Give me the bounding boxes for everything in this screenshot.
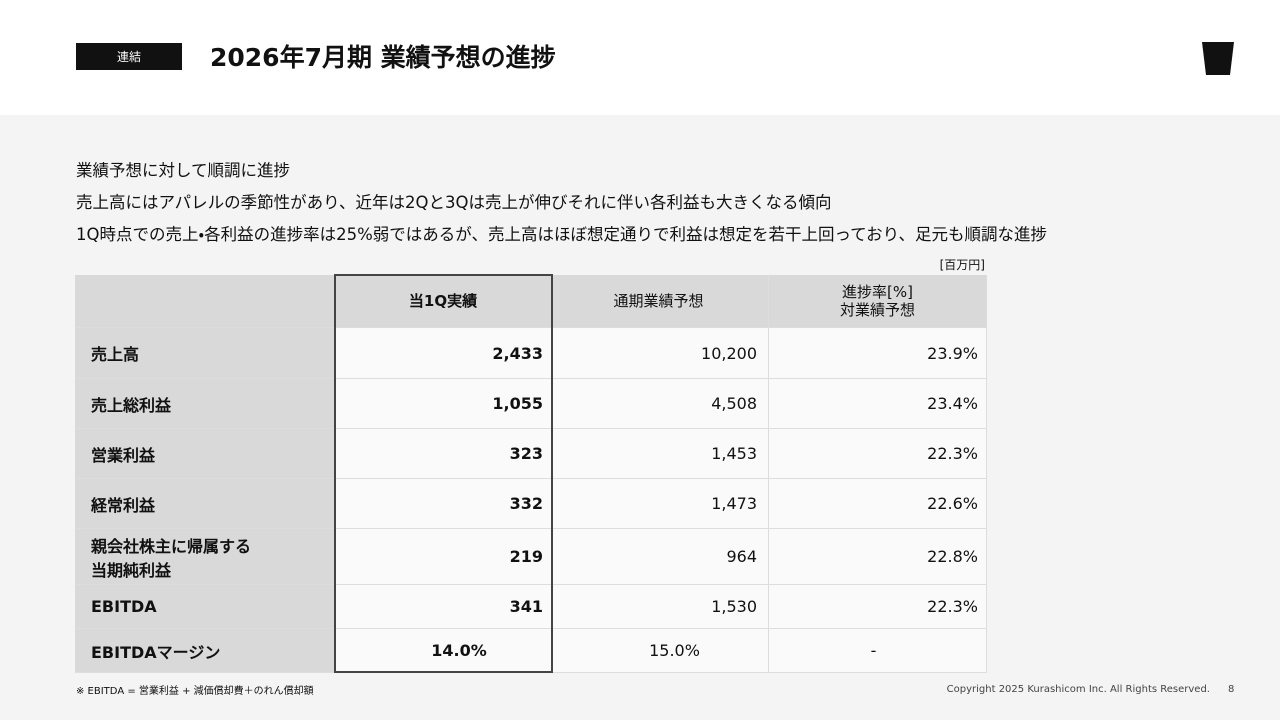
table-row: 経常利益 332 1,473 22.6%: [75, 479, 987, 529]
table-row: 親会社株主に帰属する 当期純利益 219 964 22.8%: [75, 529, 987, 585]
value: 4,508: [711, 394, 757, 413]
row-label: 経常利益: [75, 479, 335, 529]
value-cell: 15.0%: [552, 629, 769, 673]
value-cell: 964: [552, 529, 769, 585]
value: 1,473: [711, 494, 757, 513]
value: -: [870, 641, 877, 660]
text-line: 売上高: [91, 345, 140, 364]
value-cell: 1,453: [552, 429, 769, 479]
value: 14.0%: [431, 641, 487, 660]
value: 1,453: [711, 444, 757, 463]
value-cell: 10,200: [552, 328, 769, 379]
value: 1,055: [492, 394, 543, 413]
value-cell: 323: [335, 429, 552, 479]
row-label: 営業利益: [75, 429, 335, 479]
value: 22.8%: [927, 547, 978, 566]
text-line: 売上総利益: [91, 395, 172, 415]
value-cell: 332: [335, 479, 552, 529]
bullet: 1Q時点での売上・各利益の進捗率は25%弱ではあるが、売上高はほぼ想定通りで利益…: [76, 225, 1047, 244]
copyright: Copyright 2025 Kurashicom Inc. All Right…: [946, 684, 1210, 695]
value-cell: 1,473: [552, 479, 769, 529]
title: 2026年7月期 業績予想の進捗: [210, 43, 556, 72]
value: 10,200: [701, 343, 757, 363]
value: 15.0%: [649, 641, 700, 660]
text-line: 経常利益: [91, 495, 156, 515]
bullet: 業績予想に対して順調に進捗: [76, 161, 291, 180]
value-cell: 23.4%: [769, 379, 987, 429]
value-cell: 22.6%: [769, 479, 987, 529]
header-row: 当1Q実績 通期業績予想 進捗率[%] 対業績予想: [75, 275, 987, 328]
header-cell: 進捗率[%] 対業績予想: [769, 275, 987, 328]
value-cell: 22.3%: [769, 585, 987, 629]
row-label: EBITDA: [75, 585, 335, 629]
text-line: EBITDA: [91, 597, 157, 616]
text-line: 営業利益: [91, 445, 156, 465]
value: 23.4%: [927, 394, 978, 413]
text-line: 通期業績予想: [613, 292, 704, 310]
table-row: 売上総利益 1,055 4,508 23.4%: [75, 379, 987, 429]
value: 23.9%: [927, 343, 978, 363]
value-cell: 219: [335, 529, 552, 585]
value-cell: 2,433: [335, 328, 552, 379]
value: 1,530: [711, 597, 757, 616]
value-cell: 22.3%: [769, 429, 987, 479]
page-number: 8: [1228, 684, 1235, 695]
value: 341: [509, 597, 543, 616]
logo: [1202, 42, 1234, 75]
header-band: [0, 0, 1280, 115]
header-cell: 当1Q実績: [335, 275, 552, 328]
corner-cell: [75, 275, 335, 328]
value-cell: 23.9%: [769, 328, 987, 379]
value: 2,433: [492, 343, 543, 363]
value: 22.3%: [927, 444, 978, 463]
table-row: EBITDAマージン 14.0% 15.0% -: [75, 629, 987, 673]
table-row: EBITDA 341 1,530 22.3%: [75, 585, 987, 629]
value: 332: [509, 494, 543, 513]
value-cell: 341: [335, 585, 552, 629]
table: 当1Q実績 通期業績予想 進捗率[%] 対業績予想売上高 2,433 10,200 23.9…: [75, 275, 987, 673]
row-label: 売上総利益: [75, 379, 335, 429]
row-label: 売上高: [75, 328, 335, 379]
text-line: 当期純利益: [91, 560, 172, 580]
text-line: EBITDAマージン: [91, 642, 221, 662]
value-cell: 22.8%: [769, 529, 987, 585]
text-line: 親会社株主に帰属する: [91, 536, 252, 556]
value: 22.3%: [927, 597, 978, 616]
value-cell: 14.0%: [335, 629, 552, 673]
badge: 連結: [76, 43, 182, 70]
value-cell: -: [769, 629, 987, 673]
text-line: 対業績予想: [839, 301, 915, 319]
value-cell: 4,508: [552, 379, 769, 429]
table-row: 営業利益 323 1,453 22.3%: [75, 429, 987, 479]
value: 22.6%: [927, 494, 978, 513]
value: 964: [726, 547, 757, 566]
row-label: EBITDAマージン: [75, 629, 335, 673]
text-line: 進捗率[%]: [842, 283, 913, 301]
row-label: 親会社株主に帰属する 当期純利益: [75, 529, 335, 585]
bullet: 売上高にはアパレルの季節性があり、近年は2Qと3Qは売上が伸びそれに伴い各利益も…: [76, 193, 832, 212]
text-line: 当1Q実績: [408, 292, 478, 310]
value: 219: [509, 547, 543, 566]
header-cell: 通期業績予想: [552, 275, 769, 328]
table-row: 売上高 2,433 10,200 23.9%: [75, 328, 987, 379]
footnote: ※ EBITDA = 営業利益 + 減価償却費＋のれん償却額: [76, 686, 314, 697]
value: 323: [509, 444, 543, 463]
value-cell: 1,530: [552, 585, 769, 629]
unit: [百万円]: [939, 258, 985, 272]
value-cell: 1,055: [335, 379, 552, 429]
